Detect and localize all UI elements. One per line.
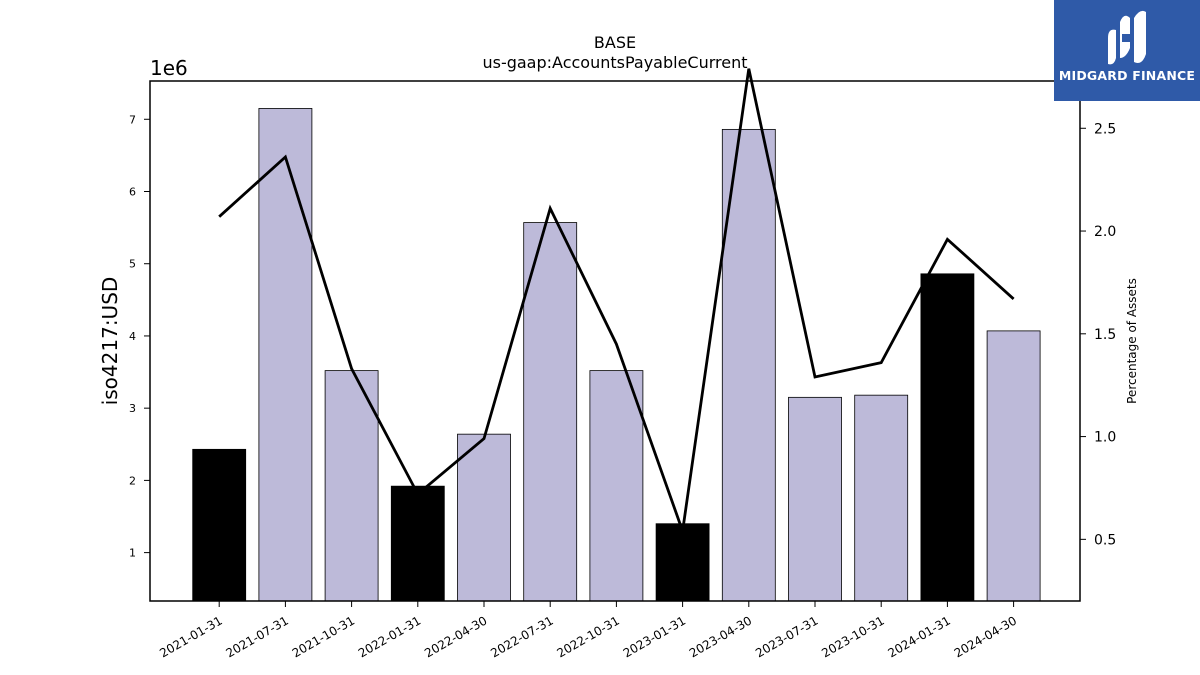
x-tick-label: 2021-01-31 [157, 613, 224, 660]
y-tick-label: 5 [129, 258, 136, 271]
x-tick-label: 2022-01-31 [356, 613, 423, 660]
y-tick-label: 7 [129, 113, 136, 126]
x-tick-label: 2023-01-31 [621, 613, 688, 660]
y2-axis-label: Percentage of Assets [1125, 278, 1139, 404]
bar-2022-10-31 [589, 370, 644, 602]
y-tick-label: 4 [129, 330, 136, 343]
logo-text: MIDGARD FINANCE [1058, 68, 1196, 83]
x-tick-label: 2023-10-31 [819, 613, 886, 660]
y-offset-label: 1e6 [150, 56, 188, 80]
bar-2023-04-30 [721, 128, 776, 602]
x-tick-label: 2021-07-31 [223, 613, 290, 660]
chart-subtitle: us-gaap:AccountsPayableCurrent [482, 53, 747, 72]
y-tick-label: 3 [129, 402, 136, 415]
x-tick-label: 2022-04-30 [422, 613, 489, 660]
y2-tick-label: 2.0 [1094, 224, 1116, 240]
x-tick-label: 2024-04-30 [952, 613, 1019, 660]
bar-2024-01-31 [920, 273, 975, 602]
y-tick-label: 6 [129, 186, 136, 199]
y2-tick-label: 2.5 [1094, 121, 1116, 137]
x-axis: 2021-01-312021-07-312021-10-312022-01-31… [157, 601, 1019, 660]
x-tick-label: 2022-07-31 [488, 613, 555, 660]
chart-title: BASE [594, 33, 636, 52]
x-tick-label: 2023-07-31 [753, 613, 820, 660]
midgard-finance-logo: MIDGARD FINANCE [1054, 0, 1200, 101]
y-axis-right: 0.5 1.0 1.5 2.0 2.5 [1080, 121, 1116, 548]
bar-2021-07-31 [258, 108, 313, 602]
y2-tick-label: 1.5 [1094, 327, 1116, 343]
y2-tick-label: 0.5 [1094, 532, 1116, 548]
logo-mark-icon [1108, 10, 1146, 65]
y-axis-left: 1 2 3 4 5 6 7 [129, 113, 150, 560]
bar-2023-07-31 [788, 396, 842, 602]
bar-2024-04-30 [986, 330, 1041, 602]
bar-2021-10-31 [324, 370, 379, 602]
bar-2022-01-31 [390, 485, 445, 602]
y-tick-label: 1 [129, 547, 136, 560]
percentage-line-series [218, 68, 1015, 532]
bar-2022-04-30 [457, 433, 511, 602]
y-tick-label: 2 [129, 474, 136, 487]
x-tick-label: 2024-01-31 [885, 613, 952, 660]
y-axis-label: iso4217:USD [98, 277, 122, 406]
x-tick-label: 2023-04-30 [687, 613, 754, 660]
bar-2021-01-31 [192, 448, 247, 602]
x-tick-label: 2021-10-31 [290, 613, 357, 660]
x-tick-label: 2022-10-31 [554, 613, 621, 660]
bar-2023-01-31 [655, 523, 710, 602]
plot-frame [149, 80, 1081, 602]
y2-tick-label: 1.0 [1094, 430, 1116, 446]
bar-2023-10-31 [854, 394, 909, 602]
bar-2022-07-31 [523, 222, 578, 602]
bar-series [192, 108, 1041, 602]
